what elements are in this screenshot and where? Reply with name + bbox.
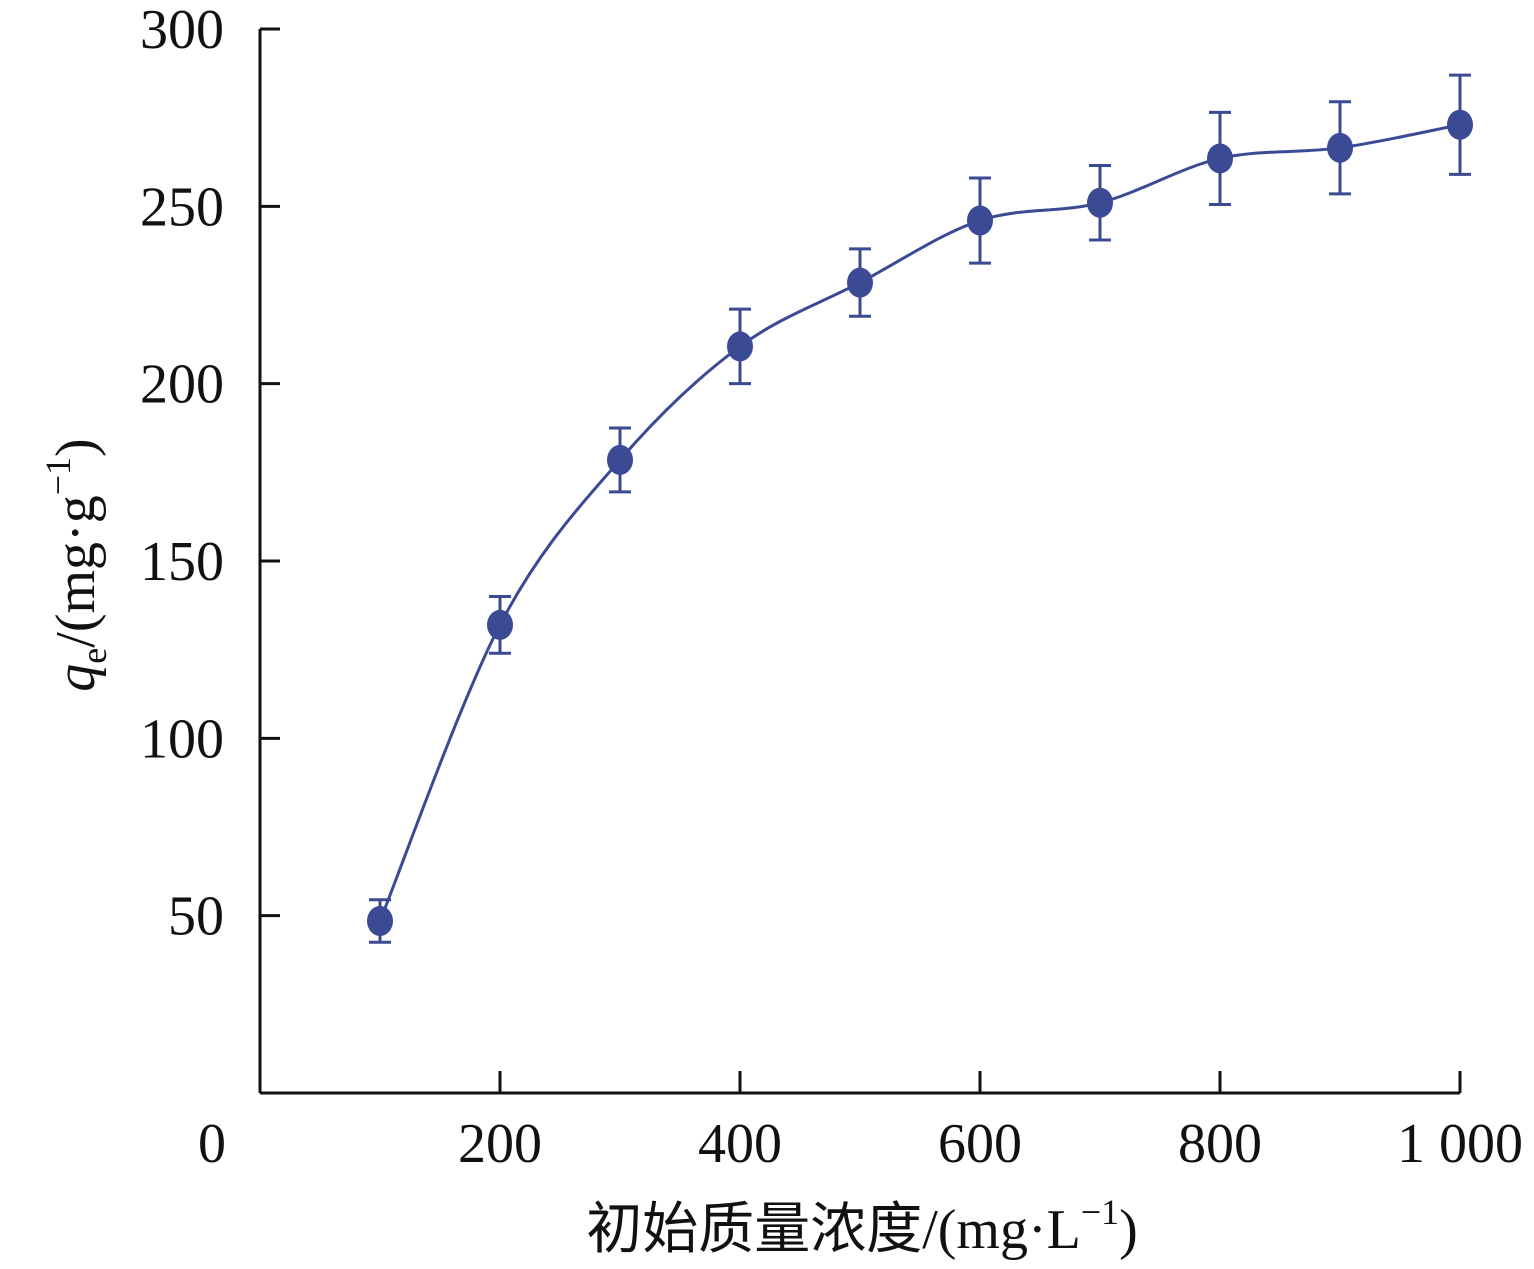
fit-curve-layer bbox=[378, 123, 1461, 922]
x-tick-label-600: 600 bbox=[938, 1113, 1022, 1175]
data-point-900 bbox=[1327, 132, 1353, 163]
y-tick-label-50: 50 bbox=[168, 886, 224, 948]
x-tick-label-1000: 1 000 bbox=[1397, 1113, 1523, 1175]
x-tick-label-400: 400 bbox=[698, 1113, 782, 1175]
data-point-300 bbox=[607, 444, 633, 475]
y-tick-label-150: 150 bbox=[140, 531, 224, 593]
y-axis-title-close: ) bbox=[45, 438, 107, 457]
axes bbox=[258, 27, 1462, 1095]
x-tick-label-800: 800 bbox=[1178, 1113, 1262, 1175]
y-axis-title-main: /(mg·g bbox=[45, 495, 107, 647]
origin-label: 0 bbox=[198, 1113, 226, 1175]
data-point-1000 bbox=[1447, 109, 1473, 140]
y-tick-label-250: 250 bbox=[140, 176, 224, 238]
data-point-500 bbox=[847, 267, 873, 298]
y-tick-label-100: 100 bbox=[140, 708, 224, 770]
data-point-700 bbox=[1087, 187, 1113, 218]
x-axis-title-main: 初始质量浓度/(mg·L bbox=[586, 1199, 1081, 1261]
data-point-600 bbox=[967, 205, 993, 236]
y-axis-title-sup: −1 bbox=[38, 457, 78, 495]
data-point-800 bbox=[1207, 143, 1233, 174]
y-axis-title-var: q bbox=[45, 664, 107, 692]
fit-curve bbox=[378, 123, 1461, 922]
y-axis-title-sub: e bbox=[74, 648, 114, 664]
data-point-100 bbox=[367, 905, 393, 936]
data-point-200 bbox=[487, 609, 513, 640]
data-point-400 bbox=[727, 331, 753, 362]
y-axis-title: qe/(mg·g−1) bbox=[38, 438, 114, 691]
x-tick-label-200: 200 bbox=[458, 1113, 542, 1175]
tick-label-layer: 50 100 150 200 250 300 200 400 600 800 1 000 bbox=[140, 0, 1523, 1175]
y-tick-label-300: 300 bbox=[140, 0, 224, 61]
x-axis-title: 初始质量浓度/(mg·L−1) bbox=[586, 1192, 1138, 1261]
error-bar-layer bbox=[369, 73, 1471, 944]
x-axis-title-sup: −1 bbox=[1081, 1192, 1119, 1232]
y-tick-label-200: 200 bbox=[140, 354, 224, 416]
x-axis-title-close: ) bbox=[1119, 1199, 1138, 1261]
data-point-layer bbox=[367, 109, 1473, 936]
